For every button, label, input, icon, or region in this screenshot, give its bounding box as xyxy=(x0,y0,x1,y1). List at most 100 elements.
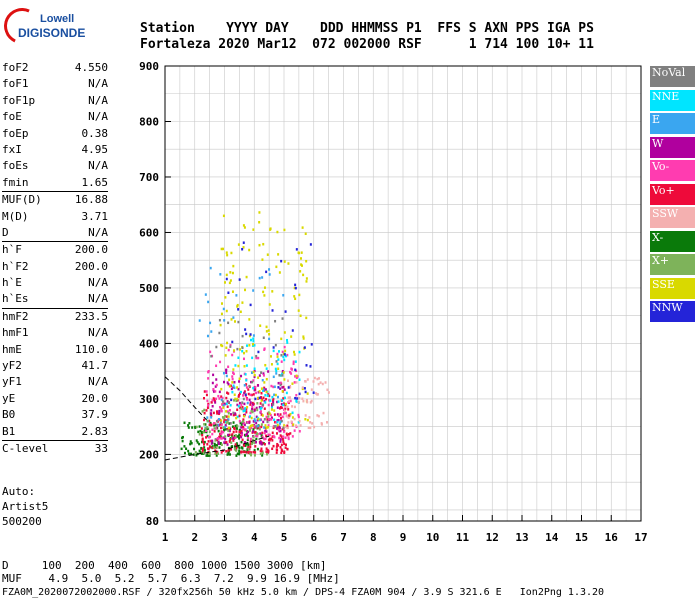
echo-point xyxy=(268,332,271,336)
echo-point xyxy=(216,412,219,415)
param-name: yE xyxy=(2,391,16,405)
echo-point xyxy=(198,449,201,453)
echo-point xyxy=(277,400,280,403)
echo-point xyxy=(247,436,250,440)
echo-point xyxy=(228,433,231,437)
echo-point xyxy=(245,411,248,414)
echo-point xyxy=(316,393,319,396)
echo-point xyxy=(216,444,219,447)
echo-point xyxy=(240,435,243,439)
echo-point xyxy=(223,281,226,284)
echo-point xyxy=(231,381,234,384)
echo-point xyxy=(252,289,255,292)
echo-point xyxy=(282,371,285,374)
echo-point xyxy=(236,303,239,307)
echo-point xyxy=(271,435,274,438)
echo-point xyxy=(208,423,211,427)
echo-point xyxy=(286,405,289,409)
echo-point xyxy=(240,429,243,433)
echo-point xyxy=(227,415,230,418)
echo-point xyxy=(272,444,275,448)
echo-point xyxy=(203,429,206,432)
echo-point xyxy=(240,390,243,394)
echo-point xyxy=(326,388,329,392)
echo-point xyxy=(213,398,216,401)
echo-point xyxy=(270,416,273,419)
echo-point xyxy=(287,416,290,420)
param-name: foEs xyxy=(2,159,29,173)
legend-item: Vo+ xyxy=(650,183,695,205)
echo-point xyxy=(284,407,287,411)
echo-point xyxy=(212,388,215,391)
echo-point xyxy=(241,420,244,423)
echo-point xyxy=(260,425,263,429)
echo-point xyxy=(304,390,307,394)
echo-point xyxy=(273,393,276,397)
echo-point xyxy=(228,378,231,382)
echo-point xyxy=(259,452,262,456)
echo-point xyxy=(247,388,250,391)
echo-point xyxy=(242,351,245,355)
echo-point xyxy=(227,418,230,421)
echo-point xyxy=(240,407,243,411)
echo-point xyxy=(235,449,238,452)
echo-point xyxy=(225,402,228,406)
echo-point xyxy=(235,416,238,420)
echo-point xyxy=(232,264,235,268)
echo-point xyxy=(292,423,295,426)
echo-point xyxy=(281,317,284,320)
param-name: C-level xyxy=(2,441,49,455)
echo-point xyxy=(297,415,300,419)
echo-point xyxy=(250,393,253,397)
echo-point xyxy=(280,259,283,263)
echo-point xyxy=(242,409,245,413)
echo-point xyxy=(180,447,183,451)
echo-point xyxy=(194,451,197,454)
echo-point xyxy=(224,414,227,418)
echo-point xyxy=(241,438,244,442)
legend-item: NNW xyxy=(650,301,695,322)
echo-point xyxy=(242,224,245,227)
echo-point xyxy=(239,421,242,425)
echo-point xyxy=(267,450,270,453)
echo-point xyxy=(246,401,249,405)
echo-point xyxy=(301,387,304,391)
echo-point xyxy=(305,364,308,367)
echo-point xyxy=(258,418,261,422)
x-tick-label: 5 xyxy=(281,531,288,544)
param-value: 41.7 xyxy=(81,359,109,373)
echo-point xyxy=(220,437,223,440)
echo-point xyxy=(212,373,215,377)
echo-point xyxy=(279,413,282,416)
echo-point xyxy=(224,354,227,357)
param-row: hmE 110.0 xyxy=(2,342,108,358)
echo-point xyxy=(255,425,258,428)
echo-point xyxy=(220,451,223,454)
echo-point xyxy=(271,439,274,442)
echo-point xyxy=(264,437,267,440)
echo-point xyxy=(220,395,223,398)
echo-point xyxy=(266,253,269,256)
echo-point xyxy=(276,395,279,399)
echo-point xyxy=(183,421,186,425)
echo-point xyxy=(236,408,239,411)
param-row: M(D) 3.71 xyxy=(2,209,108,225)
echo-point xyxy=(214,452,217,455)
echo-point xyxy=(187,426,190,429)
echo-point xyxy=(276,230,279,234)
echo-point xyxy=(244,373,247,376)
echo-point xyxy=(242,246,245,249)
param-name: fxI xyxy=(2,142,22,156)
echo-point xyxy=(289,412,292,416)
echo-point xyxy=(211,404,214,408)
echo-point xyxy=(255,354,258,358)
echo-point xyxy=(200,452,203,455)
auto-version: 500200 xyxy=(2,515,42,528)
echo-point xyxy=(298,293,301,297)
legend-item: Vo- xyxy=(650,160,695,181)
param-row: MUF(D) 16.88 xyxy=(2,192,108,208)
echo-point xyxy=(251,410,254,414)
echo-point xyxy=(230,441,233,444)
echo-point xyxy=(283,450,286,453)
echo-point xyxy=(254,445,257,448)
